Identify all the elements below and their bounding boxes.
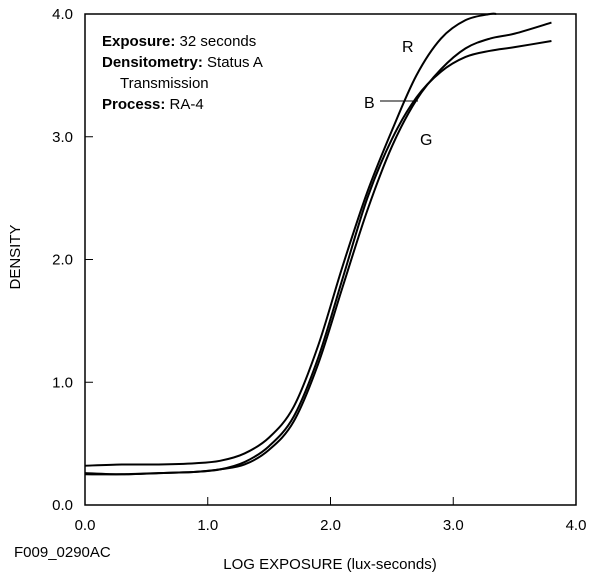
x-tick-label: 2.0 <box>320 517 341 534</box>
x-tick-label: 0.0 <box>75 517 96 534</box>
x-axis-label: LOG EXPOSURE (lux-seconds) <box>223 556 436 573</box>
y-tick-label: 3.0 <box>52 129 73 146</box>
curve-r <box>84 12 497 467</box>
curves <box>84 12 552 476</box>
series-label-r: R <box>402 39 414 56</box>
x-tick-label: 4.0 <box>566 517 587 534</box>
axis-ticks: 0.0 1.0 2.0 3.0 4.0 0.0 1.0 2.0 3.0 4.0 <box>52 6 586 534</box>
process-note: Process: RA-4 <box>102 96 204 113</box>
y-tick-label: 0.0 <box>52 497 73 514</box>
figure-id: F009_0290AC <box>14 544 111 561</box>
densitometry-note-continued: Transmission <box>120 75 209 92</box>
exposure-note: Exposure: 32 seconds <box>102 33 256 50</box>
y-tick-label: 2.0 <box>52 252 73 269</box>
y-tick-label: 4.0 <box>52 6 73 23</box>
series-label-b: B <box>364 95 375 112</box>
y-tick-label: 1.0 <box>52 374 73 391</box>
series-label-g: G <box>420 132 432 149</box>
curve-g <box>84 21 552 476</box>
densitometry-note: Densitometry: Status A <box>102 54 263 71</box>
x-tick-label: 3.0 <box>443 517 464 534</box>
y-axis-label: DENSITY <box>7 224 24 289</box>
x-tick-label: 1.0 <box>197 517 218 534</box>
